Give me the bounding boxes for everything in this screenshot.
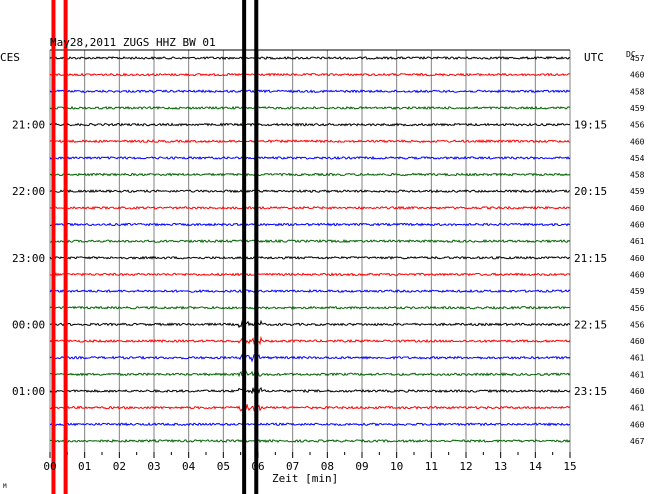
left-hour-label: 00:00 [12,318,45,331]
x-tick-label: 00 [43,460,56,473]
dc-value: 456 [630,320,645,329]
dc-value: 459 [630,187,645,196]
labels: 00 01 02 03 04 05 06 07 08 09 10 11 12 13 14 15 457 460 45… [12,54,645,473]
trace-line [49,288,571,294]
trace-line [49,72,571,77]
x-tick-label: 15 [563,460,576,473]
trace-line [49,89,571,94]
right-hour-label: 20:15 [574,185,607,198]
x-tick-label: 04 [182,460,196,473]
trace-line [49,122,571,127]
left-timezone-label: CES [0,51,20,64]
right-hour-label: 21:15 [574,252,607,265]
x-tick-label: 05 [217,460,230,473]
traces [49,56,571,444]
dc-value: 467 [630,437,645,446]
right-hour-label: 23:15 [574,385,607,398]
trace-line [49,155,571,160]
trace-line [50,222,571,227]
trace-line [49,56,571,61]
x-tick-label: 13 [494,460,507,473]
trace-line [49,422,571,427]
trace-line [49,272,571,277]
trace-line [49,239,571,244]
dc-value: 458 [630,87,645,96]
dc-value: 459 [630,104,645,113]
trace-line [49,369,571,379]
x-tick-label: 14 [529,460,543,473]
x-tick-label: 07 [286,460,299,473]
trace-line [49,172,571,177]
x-axis-label: Zeit [min] [272,472,338,485]
trace-line [49,353,571,363]
x-tick-label: 06 [251,460,264,473]
trace-line [49,189,571,194]
dc-value: 456 [630,304,645,313]
dc-value: 460 [630,420,645,429]
right-hour-label: 19:15 [574,119,607,132]
chart-title: May28,2011 ZUGS HHZ BW 01 [50,36,216,49]
x-tick-label: 02 [113,460,126,473]
dc-label: DC [626,50,636,59]
trace-line [49,319,571,329]
markers [51,0,259,494]
trace-line [49,105,571,110]
trace-line [49,335,571,346]
dc-value: 456 [630,121,645,130]
left-hour-label: 22:00 [12,185,45,198]
dc-value: 460 [630,387,645,396]
x-tick-label: 01 [78,460,91,473]
x-tick-label: 08 [321,460,334,473]
x-tick-label: 03 [147,460,160,473]
left-hour-label: 21:00 [12,119,45,132]
trace-line [49,255,571,260]
x-tick-label: 12 [459,460,472,473]
dc-value: 460 [630,337,645,346]
left-hour-label: 23:00 [12,252,45,265]
x-tick-label: 10 [390,460,403,473]
dc-value: 461 [630,404,645,413]
trace-line [49,438,571,444]
right-hour-label: 22:15 [574,318,607,331]
dc-value: 460 [630,204,645,213]
dc-value: 454 [630,154,645,163]
grid [49,49,571,458]
trace-line [49,139,571,144]
dc-value: 460 [630,71,645,80]
trace-line [49,404,571,412]
dc-value: 461 [630,370,645,379]
dc-value: 460 [630,270,645,279]
dc-value: 460 [630,221,645,230]
dc-value: 457 [630,54,645,63]
dc-value: 461 [630,237,645,246]
dc-value: 459 [630,287,645,296]
trace-line [49,385,571,396]
dc-value: 460 [630,137,645,146]
x-tick-label: 11 [425,460,438,473]
right-timezone-label: UTC [584,51,604,64]
dc-value: 461 [630,354,645,363]
dc-value: 460 [630,254,645,263]
dc-value: 458 [630,171,645,180]
x-tick-label: 09 [355,460,368,473]
trace-line [49,205,571,211]
footer-mark: M [3,483,7,490]
left-hour-label: 01:00 [12,385,45,398]
trace-line [49,305,571,310]
